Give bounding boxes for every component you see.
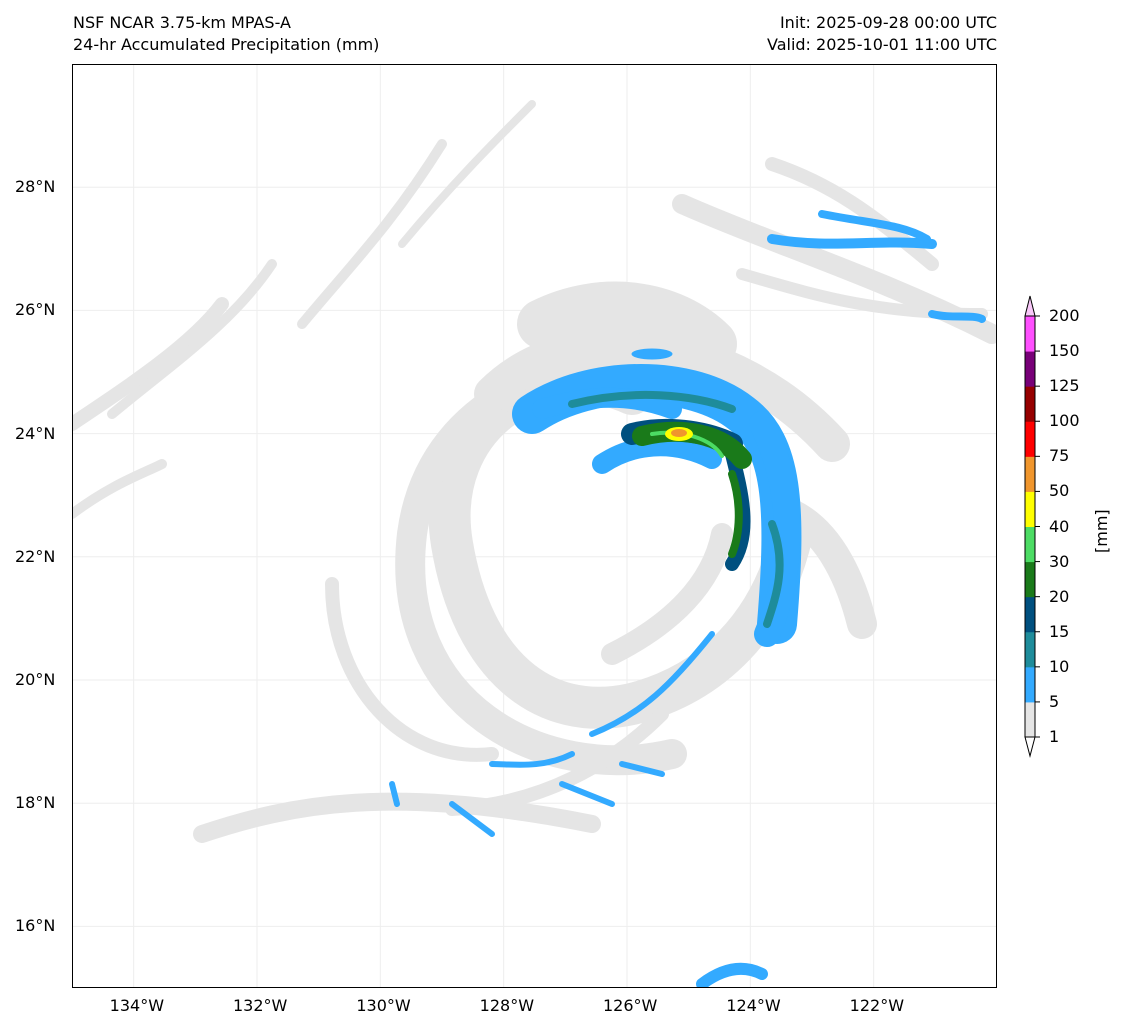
colorbar-bin [1025,351,1035,387]
lon-tick-label: 132°W [233,996,288,1015]
valid-time: Valid: 2025-10-01 11:00 UTC [766,35,997,54]
lat-tick-label: 22°N [15,546,56,566]
colorbar-label: 30 [1049,551,1070,571]
colorbar-label: 20 [1049,586,1070,606]
title-model: NSF NCAR 3.75-km MPAS-A [73,13,291,32]
colorbar-label: 75 [1049,446,1070,466]
colorbar-under-arrow [1024,736,1036,758]
colorbar-bin [1025,316,1035,352]
colorbar-label: 200 [1049,306,1080,325]
colorbar-bin [1025,456,1035,492]
colorbar-bin [1025,421,1035,457]
colorbar-label: 5 [1049,691,1060,711]
precip-5-10 [389,210,986,988]
lon-tick-label: 122°W [849,996,905,1015]
colorbar-unit: [mm] [1092,509,1111,553]
lat-tick-label: 20°N [15,670,56,689]
colorbar-over-arrow [1024,295,1036,317]
lon-tick-label: 134°W [109,996,165,1015]
colorbar-bin [1025,596,1035,633]
precip-map [72,64,997,988]
init-time: Init: 2025-09-28 00:00 UTC [779,13,997,32]
title-field: 24-hr Accumulated Precipitation (mm) [73,35,380,54]
lat-tick-label: 18°N [15,793,56,813]
lat-tick-label: 26°N [15,300,56,320]
colorbar-bin [1025,526,1035,563]
lon-tick-label: 128°W [479,996,535,1015]
map-frame [72,64,997,988]
precip-light [72,100,997,843]
lat-tick-label: 16°N [15,916,56,936]
colorbar-bin [1025,701,1035,738]
lat-tick-label: 28°N [15,177,56,197]
colorbar-bin [1025,666,1035,703]
colorbar-label: 50 [1049,481,1070,501]
lon-tick-label: 126°W [603,996,658,1015]
colorbar-bin [1025,491,1035,527]
precip-20-40 [632,421,752,558]
lon-tick-label: 130°W [356,996,411,1015]
colorbar-label: 15 [1049,621,1070,641]
colorbar-bin [1025,631,1035,668]
colorbar-bin [1025,561,1035,598]
colorbar [1024,295,1040,758]
colorbar-label: 100 [1049,411,1080,431]
lon-tick-label: 124°W [726,996,781,1015]
colorbar-label: 125 [1049,376,1080,396]
lat-tick-label: 24°N [15,423,56,443]
colorbar-bin [1025,386,1035,422]
colorbar-label: 40 [1049,516,1070,536]
colorbar-label: 10 [1049,656,1070,676]
colorbar-label: 1 [1049,727,1060,746]
colorbar-label: 150 [1049,341,1080,361]
